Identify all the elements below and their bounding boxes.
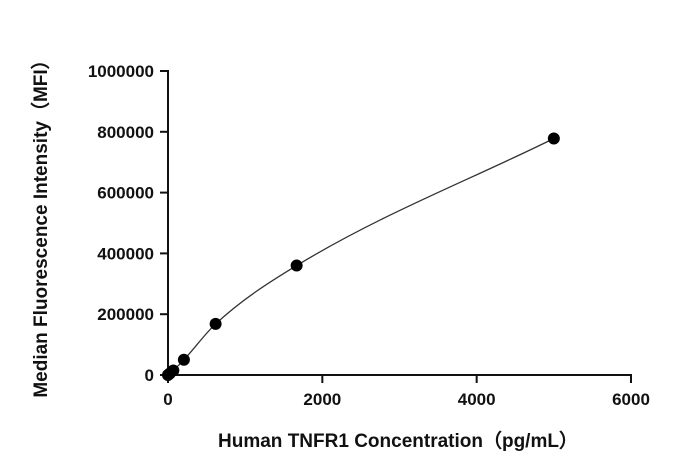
data-points (162, 132, 560, 381)
x-axis-title: Human TNFR1 Concentration（pg/mL） (218, 429, 578, 452)
fit-curve (167, 137, 555, 376)
x-tick-label: 6000 (612, 390, 650, 409)
y-tick-label: 200000 (97, 305, 154, 324)
y-axis-title: Median Fluorescence Intensity（MFI） (29, 50, 52, 397)
tick-labels: 0 2000 4000 6000 0 200000 400000 600000 800000 10… (88, 62, 650, 409)
data-point (290, 259, 303, 272)
y-tick-label: 600000 (97, 184, 154, 203)
y-tick-label: 800000 (97, 123, 154, 142)
y-tick-label: 1000000 (88, 62, 154, 81)
x-tick-label: 4000 (458, 390, 496, 409)
y-tick-label: 400000 (97, 244, 154, 263)
axes (167, 70, 632, 376)
ticks (160, 70, 632, 383)
data-point (167, 364, 180, 377)
x-tick-label: 0 (163, 390, 172, 409)
x-tick-label: 2000 (303, 390, 341, 409)
data-point (209, 317, 222, 330)
y-tick-label: 0 (145, 366, 154, 385)
data-point (547, 132, 560, 145)
data-point (177, 353, 190, 366)
